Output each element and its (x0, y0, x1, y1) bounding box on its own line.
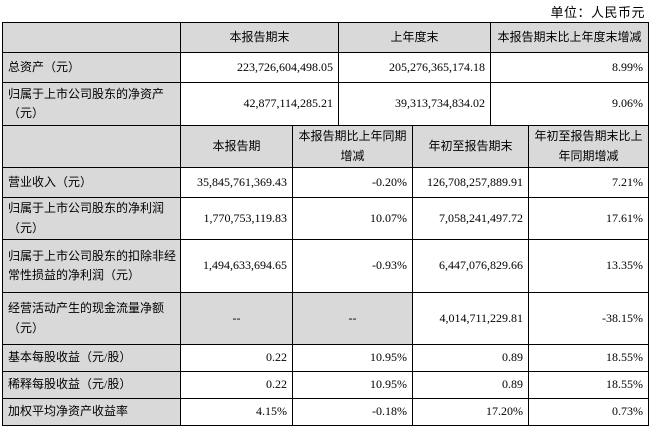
table2-header-ytd-change: 年初至报告期末比上年同期增减 (528, 125, 649, 168)
value-cell: 0.73% (528, 398, 649, 426)
table-row: 营业收入（元） 35,845,761,369.43 -0.20% 126,708… (2, 167, 649, 198)
value-cell: -0.18% (292, 398, 413, 426)
value-cell: 10.07% (292, 197, 413, 240)
value-cell: 0.89 (412, 371, 529, 399)
table2-header-period: 本报告期 (180, 125, 293, 168)
value-cell: 4,014,711,229.81 (412, 292, 529, 345)
row-label-basic-eps: 基本每股收益（元/股） (2, 344, 181, 372)
table-row: 稀释每股收益（元/股） 0.22 10.95% 0.89 18.55% (2, 371, 649, 399)
table-row: 归属于上市公司股东的扣除非经常性损益的净利润（元） 1,494,633,694.… (2, 239, 649, 293)
table-row: 归属于上市公司股东的净利润（元） 1,770,753,119.83 10.07%… (2, 197, 649, 240)
value-cell: 0.22 (180, 344, 293, 372)
income-summary-table: 本报告期 本报告期比上年同期增减 年初至报告期末 年初至报告期末比上年同期增减 … (2, 125, 649, 426)
value-cell-na: -- (180, 292, 293, 345)
value-cell: 1,770,753,119.83 (180, 197, 293, 240)
table2-corner-cell (2, 125, 181, 168)
value-cell: -0.93% (292, 239, 413, 293)
value-cell: 39,313,734,834.02 (338, 82, 491, 126)
value-cell: 18.55% (528, 371, 649, 399)
value-cell: 7.21% (528, 167, 649, 198)
table-row: 加权平均净资产收益率 4.15% -0.18% 17.20% 0.73% (2, 398, 649, 426)
value-cell: 13.35% (528, 239, 649, 293)
value-cell: 18.55% (528, 344, 649, 372)
table-row: 经营活动产生的现金流量净额（元） -- -- 4,014,711,229.81 … (2, 292, 649, 345)
value-cell: 8.99% (490, 52, 649, 83)
financial-summary: 本报告期末 上年度末 本报告期末比上年度末增减 总资产（元） 223,726,6… (2, 22, 649, 426)
row-label-weighted-avg-roe: 加权平均净资产收益率 (2, 398, 181, 426)
value-cell: 17.20% (412, 398, 529, 426)
value-cell: 0.22 (180, 371, 293, 399)
row-label-total-assets: 总资产（元） (2, 52, 181, 83)
value-cell: -38.15% (528, 292, 649, 345)
value-cell: 35,845,761,369.43 (180, 167, 293, 198)
table-row: 归属于上市公司股东的净资产（元） 42,877,114,285.21 39,31… (2, 82, 649, 126)
table2-header-row: 本报告期 本报告期比上年同期增减 年初至报告期末 年初至报告期末比上年同期增减 (2, 125, 649, 168)
row-label-operating-revenue: 营业收入（元） (2, 167, 181, 198)
table2-header-period-change: 本报告期比上年同期增减 (292, 125, 413, 168)
value-cell: 4.15% (180, 398, 293, 426)
table-row: 基本每股收益（元/股） 0.22 10.95% 0.89 18.55% (2, 344, 649, 372)
table1-header-current-period-end: 本报告期末 (180, 22, 339, 53)
currency-unit-label: 单位：人民币元 (550, 5, 645, 20)
value-cell: 9.06% (490, 82, 649, 126)
table1-header-prior-year-end: 上年度末 (338, 22, 491, 53)
value-cell: 6,447,076,829.66 (412, 239, 529, 293)
value-cell: -0.20% (292, 167, 413, 198)
balance-summary-table: 本报告期末 上年度末 本报告期末比上年度末增减 总资产（元） 223,726,6… (2, 22, 649, 126)
value-cell: 10.95% (292, 344, 413, 372)
value-cell: 126,708,257,889.91 (412, 167, 529, 198)
table2-header-ytd: 年初至报告期末 (412, 125, 529, 168)
value-cell: 223,726,604,498.05 (180, 52, 339, 83)
value-cell-na: -- (292, 292, 413, 345)
value-cell: 7,058,241,497.72 (412, 197, 529, 240)
row-label-net-assets: 归属于上市公司股东的净资产（元） (2, 82, 181, 126)
value-cell: 42,877,114,285.21 (180, 82, 339, 126)
row-label-net-profit-excl-nonrecurring: 归属于上市公司股东的扣除非经常性损益的净利润（元） (2, 239, 181, 293)
table1-header-row: 本报告期末 上年度末 本报告期末比上年度末增减 (2, 22, 649, 53)
row-label-operating-cash-flow: 经营活动产生的现金流量净额（元） (2, 292, 181, 345)
table-row: 总资产（元） 223,726,604,498.05 205,276,365,17… (2, 52, 649, 83)
value-cell: 17.61% (528, 197, 649, 240)
table1-corner-cell (2, 22, 181, 53)
table1-header-change: 本报告期末比上年度末增减 (490, 22, 649, 53)
row-label-net-profit: 归属于上市公司股东的净利润（元） (2, 197, 181, 240)
row-label-diluted-eps: 稀释每股收益（元/股） (2, 371, 181, 399)
value-cell: 1,494,633,694.65 (180, 239, 293, 293)
value-cell: 0.89 (412, 344, 529, 372)
value-cell: 10.95% (292, 371, 413, 399)
value-cell: 205,276,365,174.18 (338, 52, 491, 83)
